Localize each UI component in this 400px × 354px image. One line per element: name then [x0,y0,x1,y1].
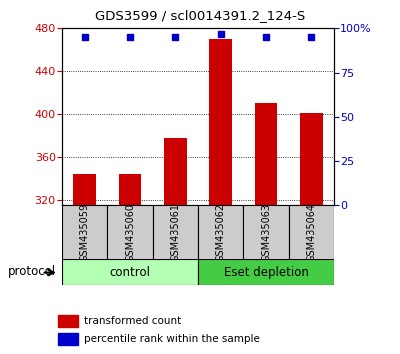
Bar [62,259,198,285]
Text: GSM435059: GSM435059 [80,203,90,262]
Bar [107,205,153,260]
Bar [73,174,96,205]
Point [263,34,269,40]
Bar [300,113,323,205]
Text: GSM435062: GSM435062 [216,203,226,262]
Text: GSM435060: GSM435060 [125,203,135,262]
Point [218,31,224,36]
Bar [289,205,334,260]
Bar [58,315,78,327]
Text: protocol: protocol [8,266,56,278]
Bar [198,259,334,285]
Bar [198,205,243,260]
Bar [255,103,277,205]
Point [127,34,133,40]
Text: percentile rank within the sample: percentile rank within the sample [84,334,260,344]
Bar [209,39,232,205]
Text: GSM435061: GSM435061 [170,203,180,262]
Bar [119,174,141,205]
Bar [164,138,187,205]
Text: transformed count: transformed count [84,316,181,326]
Text: GSM435063: GSM435063 [261,203,271,262]
Point [82,34,88,40]
Bar [243,205,289,260]
Bar [62,205,107,260]
Bar [153,205,198,260]
Text: GSM435064: GSM435064 [306,203,316,262]
Bar [58,333,78,345]
Text: control: control [110,266,150,279]
Point [172,34,178,40]
Point [308,34,314,40]
Text: Eset depletion: Eset depletion [224,266,308,279]
Text: GDS3599 / scl0014391.2_124-S: GDS3599 / scl0014391.2_124-S [95,9,305,22]
